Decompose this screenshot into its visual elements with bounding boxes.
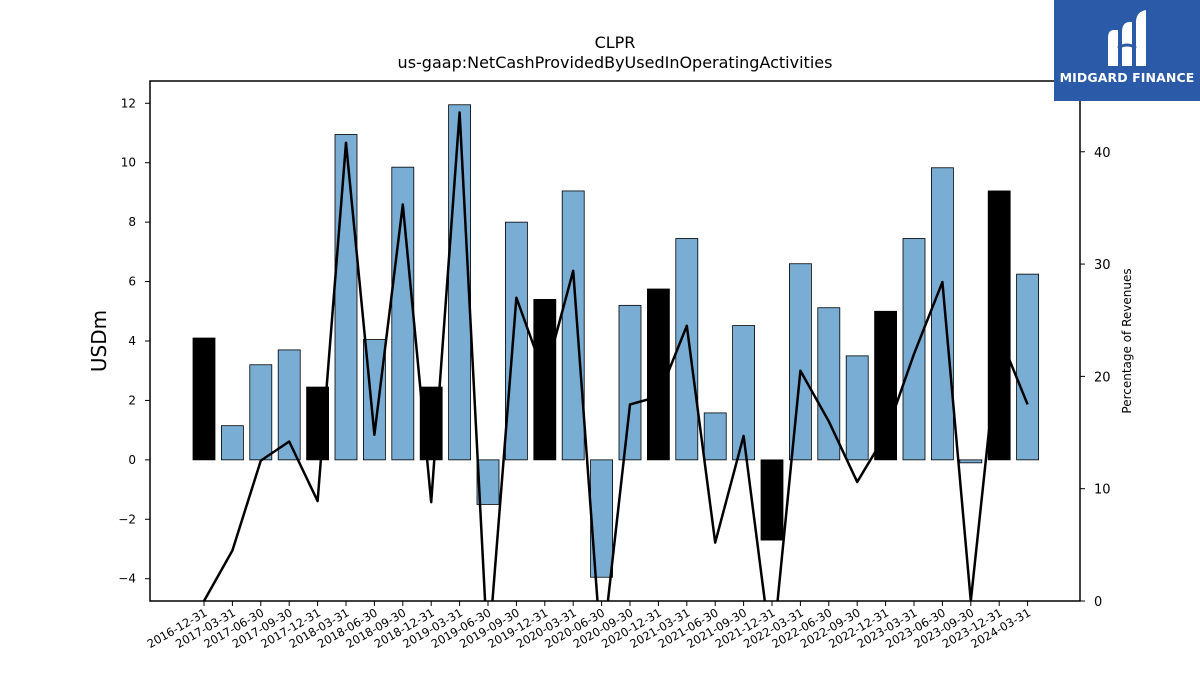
y-tick-label: 0 — [128, 453, 136, 467]
midgard-finance-logo: MIDGARD FINANCE — [1054, 0, 1200, 101]
chart-subtitle: us-gaap:NetCashProvidedByUsedInOperating… — [398, 53, 833, 72]
y-tick-label: 12 — [121, 96, 136, 110]
y2-tick-label: 20 — [1094, 370, 1111, 385]
bar-2022-06-30 — [817, 307, 841, 461]
y2-tick-label: 0 — [1094, 595, 1102, 610]
y-tick-label: −4 — [118, 572, 136, 586]
y2-axis-label: Percentage of Revenues — [1120, 268, 1134, 413]
bar-2023-09-30 — [959, 459, 983, 464]
bar-2020-03-31 — [561, 190, 585, 461]
y2-tick-label: 40 — [1094, 146, 1111, 161]
y-tick-label: 10 — [121, 156, 136, 170]
bar-2023-12-31 — [987, 190, 1011, 461]
logo-text: MIDGARD FINANCE — [1059, 70, 1195, 85]
bar-2019-09-30 — [504, 221, 528, 461]
percentage-line — [202, 111, 1029, 601]
bar-2020-09-30 — [618, 304, 642, 461]
y2-tick-label: 30 — [1094, 258, 1111, 273]
bar-2022-09-30 — [845, 355, 869, 461]
bar-2022-03-31 — [789, 263, 812, 461]
bar-2016-12-31 — [192, 337, 216, 461]
bar-2020-12-31 — [647, 288, 670, 461]
y-axis-label: USDm — [87, 310, 111, 372]
y-tick-label: −2 — [118, 512, 136, 526]
bar-2019-06-30 — [476, 459, 500, 505]
chart-title: CLPR — [595, 33, 636, 52]
y-tick-label: 6 — [128, 275, 136, 289]
y2-tick-label: 10 — [1094, 483, 1111, 498]
midgard-logo-icon — [1108, 10, 1146, 66]
bar-2023-03-31 — [902, 238, 926, 461]
bar-2017-03-31 — [220, 425, 244, 461]
bar-2022-12-31 — [874, 310, 897, 461]
bar-2021-09-30 — [732, 325, 755, 461]
bar-2024-03-31 — [1016, 273, 1039, 461]
bar-2017-06-30 — [249, 364, 273, 461]
y-tick-label: 4 — [128, 334, 136, 348]
bar-2017-09-30 — [277, 349, 301, 461]
bar-2021-06-30 — [703, 412, 727, 461]
bar-2018-03-31 — [334, 134, 358, 461]
bar-2021-12-31 — [760, 459, 784, 541]
bar-2023-06-30 — [931, 167, 954, 461]
bar-2019-12-31 — [533, 298, 557, 461]
bar-2021-03-31 — [675, 238, 699, 461]
y-tick-label: 2 — [128, 393, 136, 407]
y-tick-label: 8 — [128, 215, 136, 229]
